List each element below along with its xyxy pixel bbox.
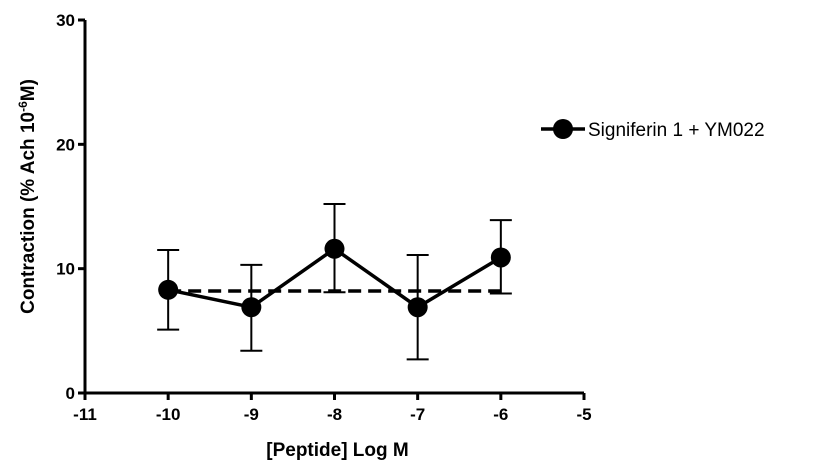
data-point — [158, 279, 179, 300]
y-axis-label: Contraction (% Ach 10-6M) — [16, 79, 39, 314]
x-tick-label: -10 — [156, 405, 181, 424]
data-point — [241, 297, 262, 318]
x-tick-label: -8 — [327, 405, 342, 424]
x-tick-label: -5 — [576, 405, 591, 424]
x-tick-label: -7 — [410, 405, 425, 424]
x-tick-label: -6 — [493, 405, 508, 424]
data-point — [490, 247, 511, 268]
y-tick-label: 30 — [56, 11, 75, 30]
y-label-suffix: M) — [18, 79, 39, 101]
x-tick-label: -9 — [244, 405, 259, 424]
y-tick-label: 10 — [56, 260, 75, 279]
y-tick-label: 0 — [66, 384, 75, 403]
y-label-superscript: -6 — [16, 101, 30, 112]
data-point — [324, 238, 345, 259]
legend-label: Signiferin 1 + YM022 — [588, 120, 765, 141]
legend: Signiferin 1 + YM022 — [541, 119, 765, 141]
x-axis-label: [Peptide] Log M — [266, 440, 408, 461]
x-tick-label: -11 — [73, 405, 97, 424]
series-group — [157, 203, 512, 361]
y-label-prefix: Contraction (% Ach 10 — [18, 112, 39, 314]
axes: 0 10 20 30 -11 -10 -9 -8 -7 -6 -5 — [56, 11, 591, 424]
legend-marker — [553, 119, 573, 139]
data-point — [407, 297, 428, 318]
y-tick-label: 20 — [56, 135, 75, 154]
